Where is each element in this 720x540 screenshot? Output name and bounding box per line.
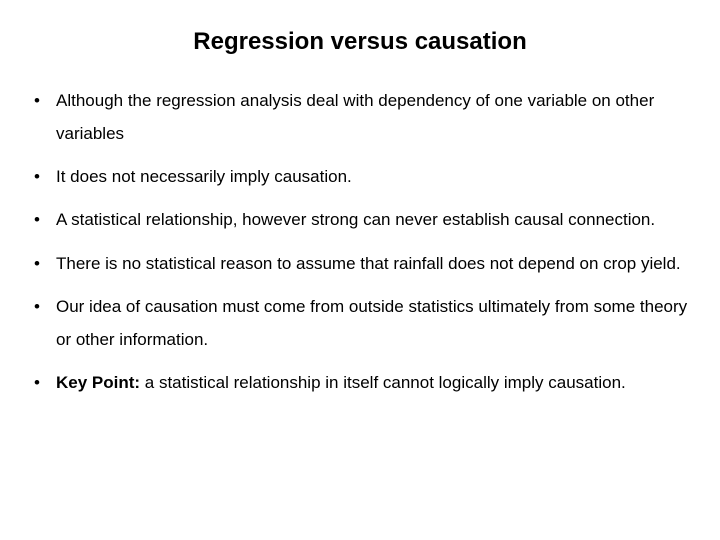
bullet-item: There is no statistical reason to assume… — [28, 247, 692, 280]
bullet-item: It does not necessarily imply causation. — [28, 160, 692, 193]
bullet-text: A statistical relationship, however stro… — [56, 210, 655, 229]
keypoint-label: Key Point: — [56, 373, 140, 392]
bullet-item: Our idea of causation must come from out… — [28, 290, 692, 356]
slide-title: Regression versus causation — [28, 28, 692, 56]
bullet-text: Our idea of causation must come from out… — [56, 297, 687, 349]
bullet-text: Although the regression analysis deal wi… — [56, 91, 654, 143]
bullet-text: It does not necessarily imply causation. — [56, 167, 352, 186]
bullet-item-keypoint: Key Point: a statistical relationship in… — [28, 366, 692, 399]
bullet-list: Although the regression analysis deal wi… — [28, 84, 692, 399]
bullet-item: Although the regression analysis deal wi… — [28, 84, 692, 150]
bullet-text: There is no statistical reason to assume… — [56, 254, 681, 273]
keypoint-text: a statistical relationship in itself can… — [140, 373, 626, 392]
bullet-item: A statistical relationship, however stro… — [28, 203, 692, 236]
